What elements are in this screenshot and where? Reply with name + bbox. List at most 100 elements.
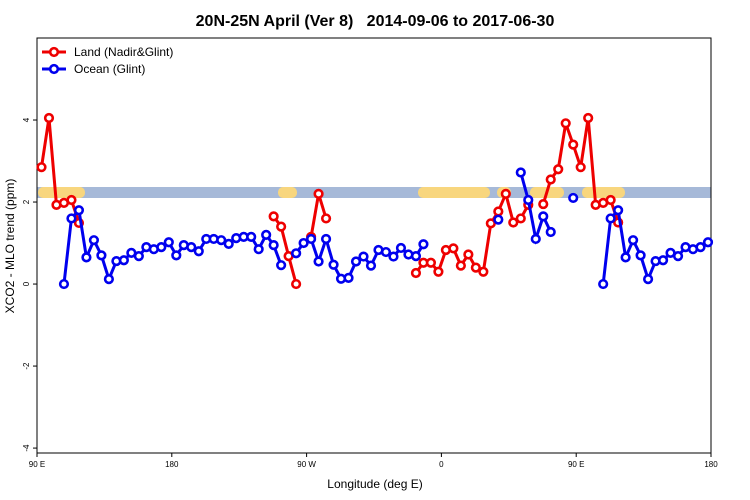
- x-tick-label: 0: [439, 460, 444, 469]
- legend-marker: [48, 46, 60, 58]
- land-band: [582, 187, 625, 198]
- data-point: [313, 188, 324, 199]
- data-point: [96, 250, 107, 261]
- x-tick-label: 90 E: [568, 460, 584, 469]
- x-tick-label: 180: [704, 460, 718, 469]
- data-point: [365, 260, 377, 271]
- data-point: [193, 246, 204, 257]
- data-point: [568, 139, 579, 150]
- data-point: [598, 278, 609, 290]
- data-point: [500, 188, 511, 199]
- data-point: [291, 248, 302, 259]
- data-point: [66, 194, 77, 206]
- legend-marker: [48, 63, 60, 75]
- y-tick-label: -2: [22, 362, 31, 370]
- data-point: [568, 192, 579, 204]
- data-point: [328, 259, 339, 270]
- land-band: [418, 187, 490, 198]
- x-axis-label: Longitude (deg E): [327, 477, 422, 491]
- y-tick-label: -4: [22, 444, 31, 452]
- data-point: [620, 252, 631, 263]
- data-point: [695, 242, 706, 253]
- y-tick-label: 2: [22, 199, 31, 204]
- data-point: [388, 251, 399, 262]
- data-point: [133, 251, 144, 262]
- legend-label: Ocean (Glint): [74, 62, 145, 76]
- data-point: [268, 211, 279, 222]
- data-point: [73, 205, 85, 216]
- data-point: [642, 274, 654, 285]
- data-point: [545, 226, 556, 238]
- data-point: [455, 260, 466, 271]
- data-point: [395, 242, 407, 254]
- data-point: [313, 256, 324, 267]
- data-point: [628, 235, 639, 246]
- data-point: [425, 257, 437, 268]
- data-point: [261, 229, 272, 240]
- data-point: [246, 231, 257, 242]
- data-point: [298, 237, 309, 249]
- data-point: [538, 198, 549, 210]
- data-point: [163, 237, 174, 248]
- data-point: [358, 251, 369, 262]
- data-point: [515, 213, 526, 224]
- data-point: [605, 194, 616, 206]
- data-point: [103, 274, 114, 285]
- data-point: [350, 256, 362, 267]
- data-point: [515, 167, 526, 178]
- data-point: [268, 239, 279, 251]
- data-point: [538, 211, 549, 222]
- data-point: [493, 206, 504, 217]
- data-point: [291, 278, 302, 290]
- data-point: [613, 205, 624, 216]
- ocean-band: [37, 187, 711, 198]
- data-point: [605, 213, 616, 224]
- data-point: [485, 218, 496, 229]
- data-point: [320, 233, 332, 245]
- land-band: [278, 187, 297, 198]
- data-point: [156, 242, 167, 253]
- data-point: [418, 239, 429, 250]
- data-point: [36, 162, 47, 173]
- legend-label: Land (Nadir&Glint): [74, 45, 173, 59]
- data-point: [508, 217, 519, 228]
- data-point: [410, 251, 422, 262]
- data-point: [545, 174, 556, 185]
- data-point: [635, 250, 646, 261]
- land-band: [38, 187, 85, 198]
- y-tick-label: 0: [22, 281, 31, 286]
- data-point: [343, 272, 354, 283]
- data-point: [320, 213, 332, 224]
- data-point: [493, 214, 504, 225]
- x-tick-label: 90 W: [297, 460, 316, 469]
- data-point: [223, 238, 234, 249]
- data-point: [276, 221, 287, 232]
- data-point: [448, 243, 459, 254]
- plot-frame: [36, 37, 712, 454]
- data-point: [583, 112, 594, 124]
- data-point: [118, 255, 129, 266]
- data-point: [58, 278, 70, 290]
- data-point: [530, 233, 541, 245]
- chart-title: 20N-25N April (Ver 8) 2014-09-06 to 2017…: [196, 13, 555, 30]
- data-point: [171, 250, 182, 261]
- data-point: [553, 164, 564, 175]
- data-point: [88, 235, 100, 246]
- y-axis-label: XCO2 - MLO trend (ppm): [3, 179, 17, 314]
- data-point: [43, 112, 55, 124]
- data-point: [380, 246, 392, 258]
- data-point: [657, 255, 669, 266]
- data-point: [216, 235, 227, 246]
- data-point: [560, 118, 571, 129]
- data-point: [253, 244, 264, 255]
- data-point: [478, 266, 489, 277]
- data-point: [276, 260, 287, 271]
- data-point: [433, 266, 444, 277]
- data-point: [672, 251, 684, 262]
- data-point: [463, 249, 474, 260]
- data-point: [523, 194, 534, 206]
- data-point: [305, 233, 317, 245]
- x-tick-label: 90 E: [29, 460, 45, 469]
- data-point: [81, 252, 92, 263]
